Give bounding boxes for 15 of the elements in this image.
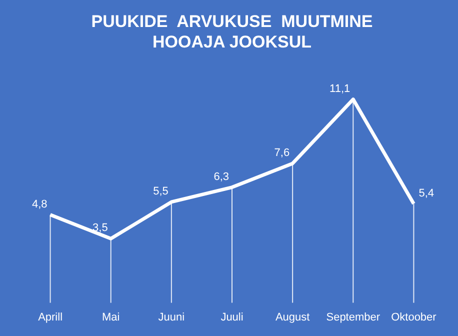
data-label: 3,5 <box>92 222 108 234</box>
data-label: 4,8 <box>32 198 48 210</box>
x-tick-label: Aprill <box>38 311 63 324</box>
x-tick-label: Mai <box>102 311 120 324</box>
data-label: 5,5 <box>153 186 168 198</box>
x-tick-label: Oktoober <box>391 311 437 324</box>
x-tick-label: Juuli <box>220 311 244 324</box>
x-tick-label: August <box>275 311 310 324</box>
data-label: 11,1 <box>330 82 350 95</box>
x-tick-label: Juuni <box>158 311 185 324</box>
data-label: 7,6 <box>274 147 290 159</box>
chart-title: PUUKIDE ARVUKUSE MUUTMINE HOOAJA JOOKSUL <box>91 12 373 52</box>
x-tick-label: September <box>326 311 380 324</box>
data-label: 5,4 <box>418 187 434 200</box>
data-label: 6,3 <box>214 170 229 183</box>
